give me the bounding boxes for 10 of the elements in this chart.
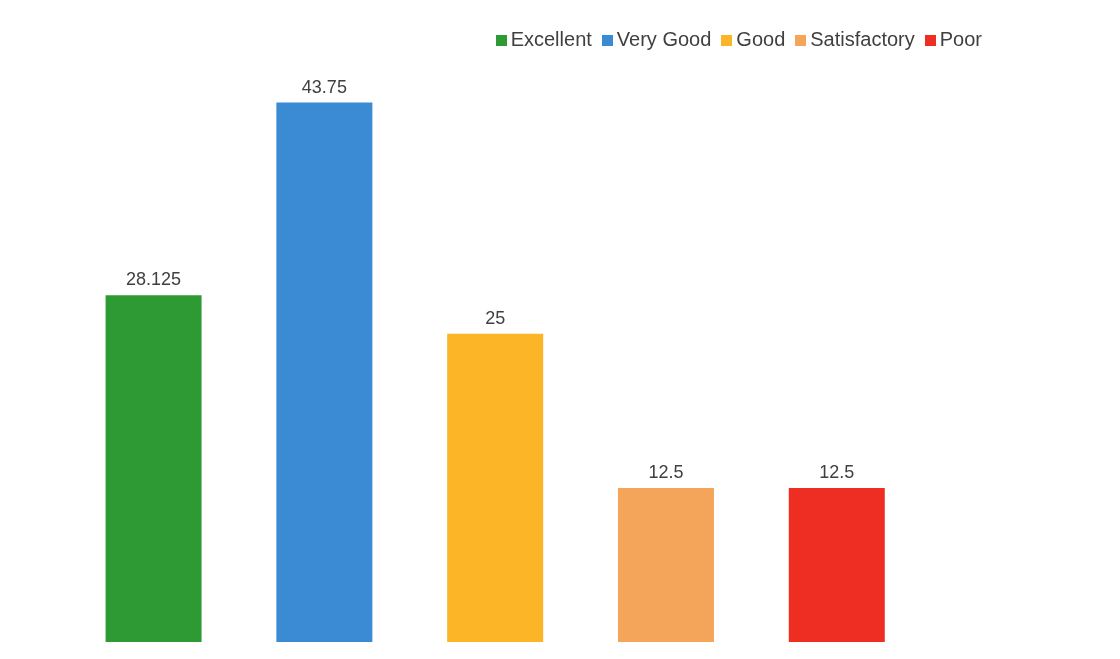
legend-label: Excellent [510, 28, 592, 50]
data-label: 12.5 [819, 461, 855, 482]
data-label: 12.5 [648, 461, 684, 482]
legend-label: Very Good [616, 28, 712, 50]
data-label: 28.125 [126, 269, 182, 290]
data-label: 25 [485, 307, 506, 328]
data-label: 43.75 [301, 76, 347, 97]
legend-label: Good [736, 28, 786, 50]
legend-label: Satisfactory [810, 28, 915, 50]
legend-label: Poor [939, 28, 982, 50]
